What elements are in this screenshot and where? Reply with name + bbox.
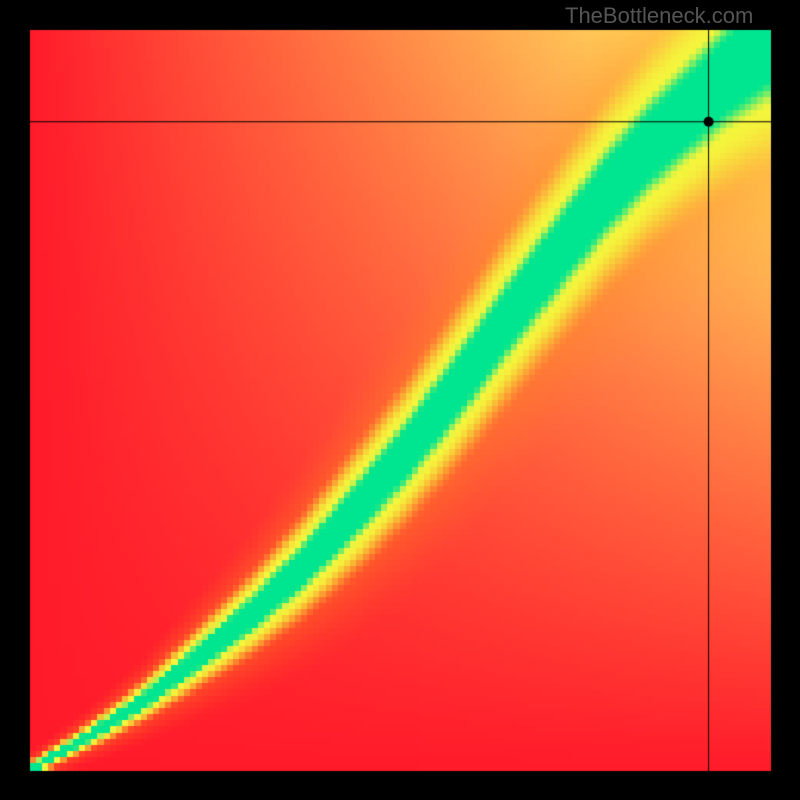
chart-container: TheBottleneck.com: [0, 0, 800, 800]
watermark-text: TheBottleneck.com: [565, 3, 753, 29]
bottleneck-heatmap: [0, 0, 800, 800]
